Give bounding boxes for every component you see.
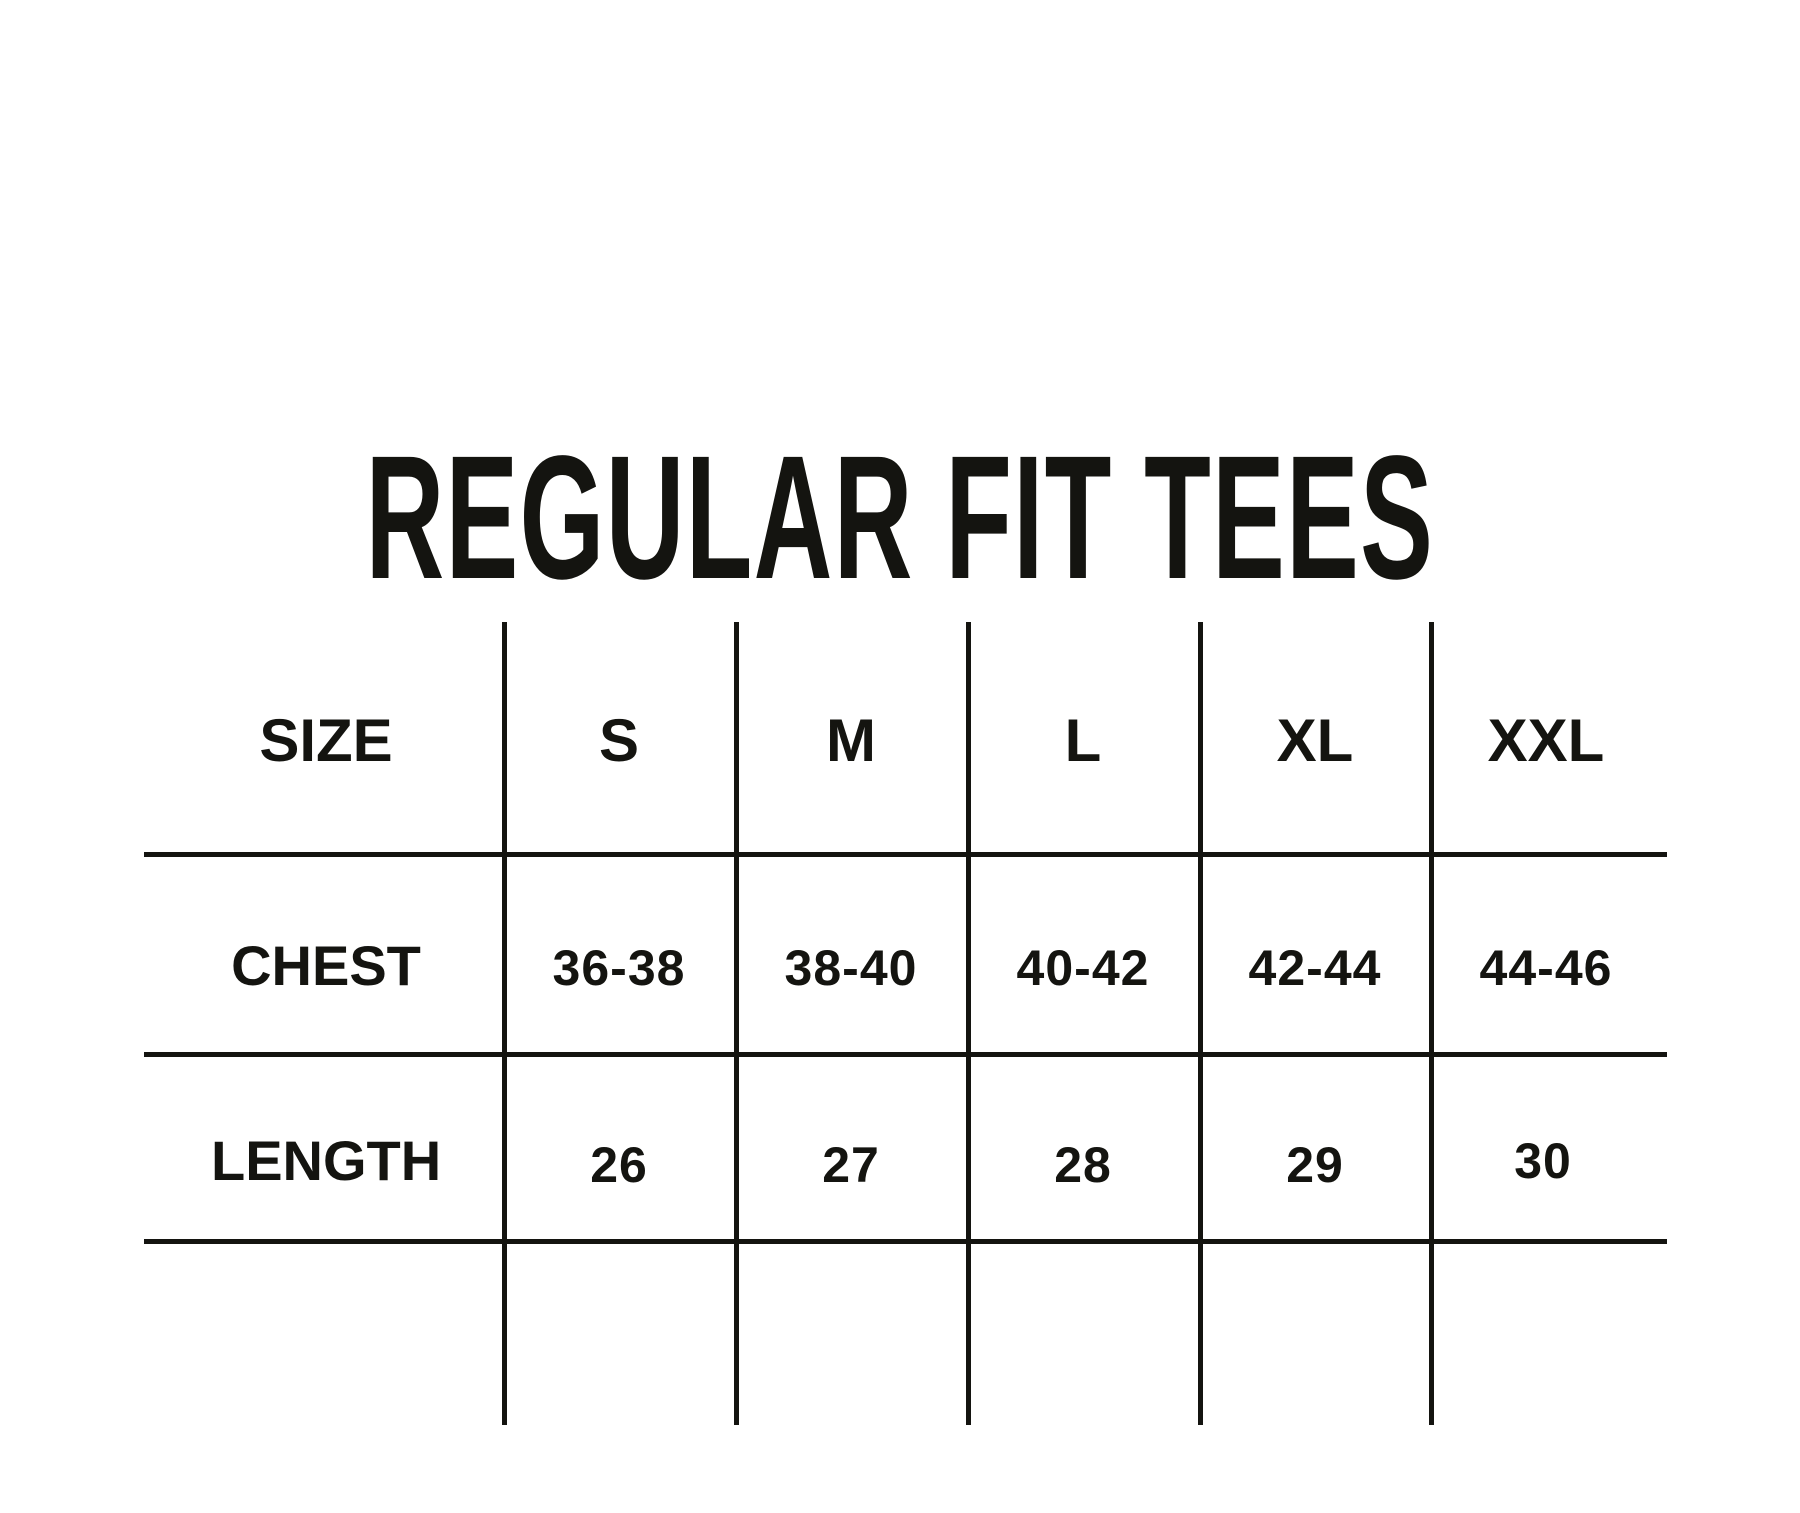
row-divider <box>144 852 1667 857</box>
header-size: SIZE <box>259 707 393 774</box>
length-xxl: 30 <box>1514 1133 1572 1189</box>
chest-xxl: 44-46 <box>1479 940 1613 996</box>
chest-s: 36-38 <box>552 940 686 996</box>
column-divider <box>1429 622 1434 1425</box>
length-s: 26 <box>590 1137 648 1193</box>
row-divider <box>144 1052 1667 1057</box>
length-l: 28 <box>1054 1137 1112 1193</box>
header-m: M <box>826 707 876 774</box>
column-divider <box>966 622 971 1425</box>
header-xl: XL <box>1276 707 1354 774</box>
chest-xl: 42-44 <box>1248 940 1382 996</box>
chest-l: 40-42 <box>1016 940 1150 996</box>
row-label-chest: CHEST <box>231 934 421 997</box>
title-text: REGULAR FIT TEES <box>365 420 1435 616</box>
header-l: L <box>1064 707 1102 774</box>
column-divider <box>734 622 739 1425</box>
page-title: REGULAR FIT TEES <box>0 430 1800 606</box>
row-divider <box>144 1239 1667 1244</box>
length-xl: 29 <box>1286 1137 1344 1193</box>
column-divider <box>502 622 507 1425</box>
row-label-length: LENGTH <box>211 1129 442 1192</box>
length-m: 27 <box>822 1137 880 1193</box>
header-xxl: XXL <box>1487 707 1605 774</box>
column-divider <box>1198 622 1203 1425</box>
header-s: S <box>598 707 640 774</box>
chest-m: 38-40 <box>784 940 918 996</box>
